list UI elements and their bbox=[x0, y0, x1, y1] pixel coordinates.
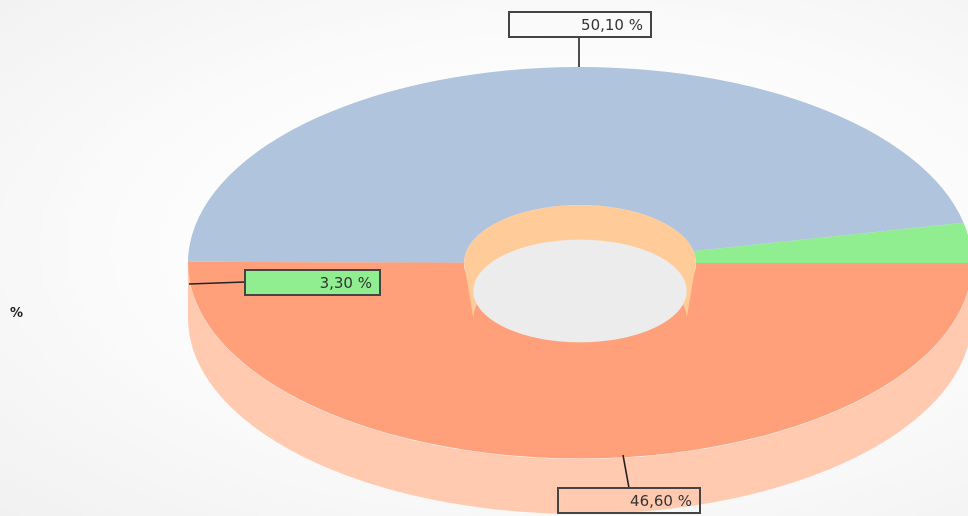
data-label-box bbox=[557, 487, 701, 514]
slice-side bbox=[188, 263, 968, 514]
slice-labels: 50,10 % 46,60 % 3,30 % bbox=[188, 11, 701, 514]
label-leader-line bbox=[188, 281, 246, 285]
data-label: 46,60 % bbox=[630, 492, 692, 510]
slice-tops bbox=[187, 67, 968, 459]
unit-label: % bbox=[10, 306, 24, 321]
slice-top bbox=[693, 222, 968, 263]
data-label-box bbox=[508, 11, 652, 38]
hole-floor bbox=[473, 239, 687, 343]
slice-top bbox=[187, 261, 968, 459]
slice-sides bbox=[188, 263, 968, 514]
label-leader-line bbox=[622, 454, 630, 489]
data-label-box bbox=[244, 269, 381, 296]
data-label: 50,10 % bbox=[581, 16, 643, 34]
donut-hole bbox=[463, 205, 696, 343]
slice-top bbox=[188, 67, 964, 263]
data-label: 3,30 % bbox=[320, 274, 372, 292]
